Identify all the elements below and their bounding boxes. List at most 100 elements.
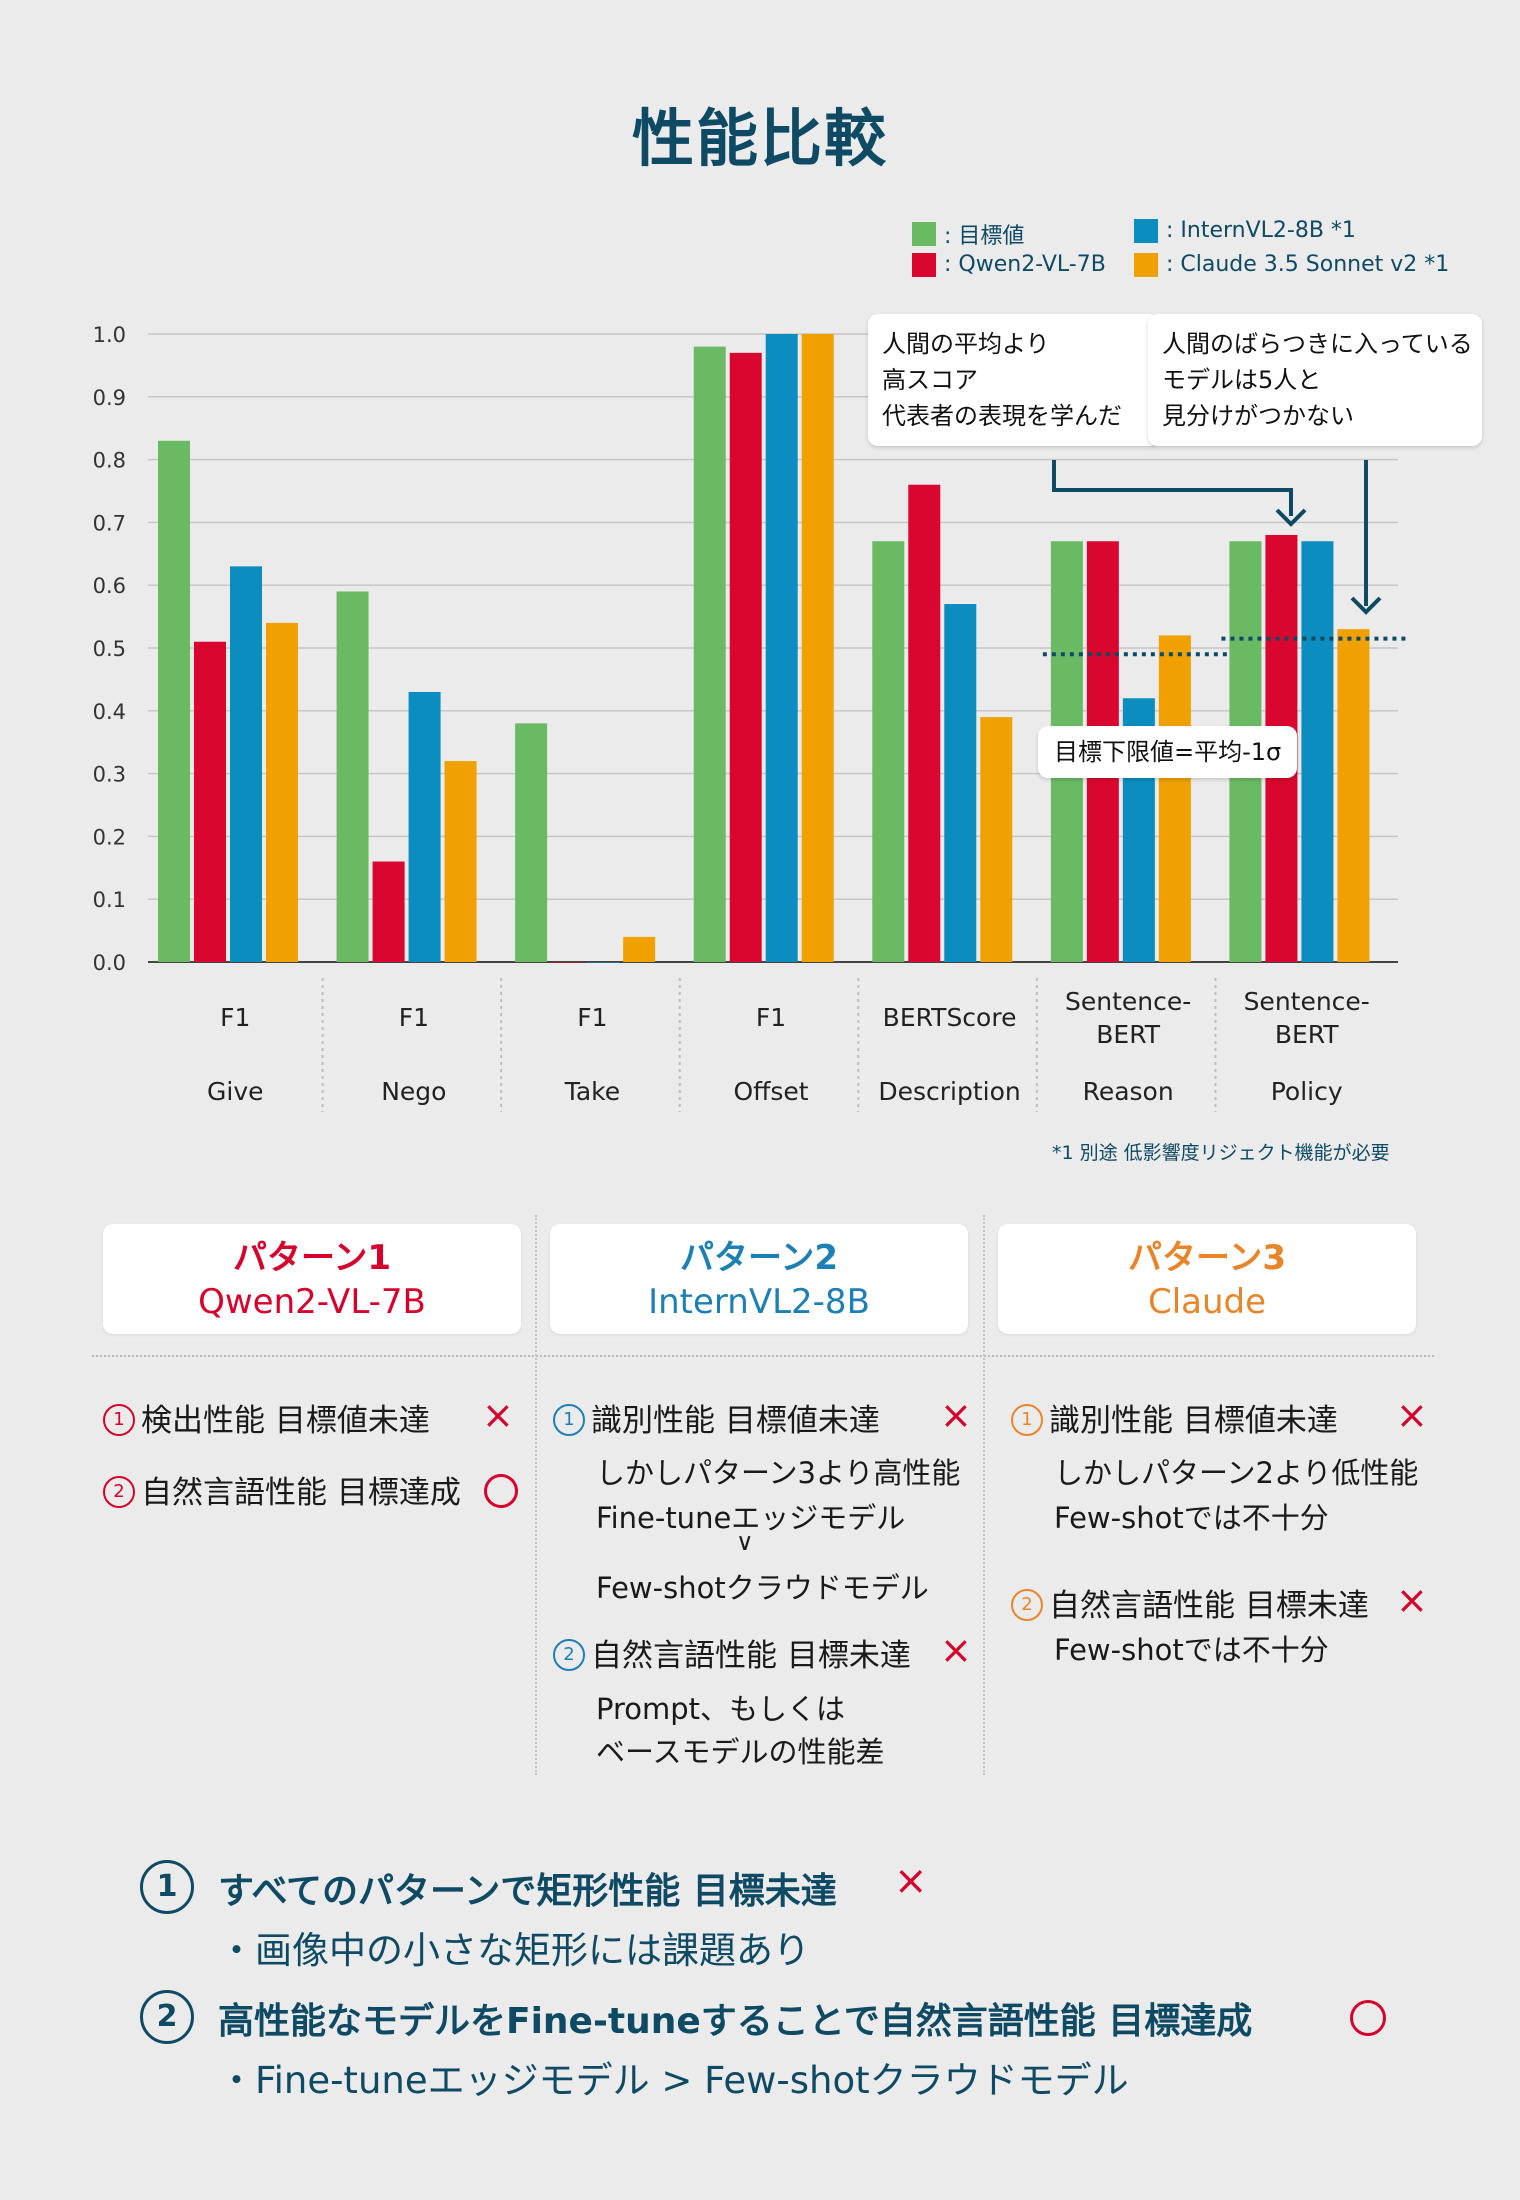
p2-item2-sub1: Prompt、もしくは <box>596 1692 846 1726</box>
y-tick-label: 0.7 <box>93 511 126 535</box>
threshold-label-text: 目標下限値=平均-1σ <box>1054 738 1282 766</box>
bar-nego-0 <box>336 591 369 962</box>
note2-line2: モデルは5人と <box>1162 366 1322 394</box>
x-tick-metric: Sentence- <box>1244 987 1370 1016</box>
x-tick-category: Nego <box>381 1077 446 1106</box>
y-tick-label: 0.9 <box>93 386 126 410</box>
note1-line1: 人間の平均より <box>882 330 1050 358</box>
summary1-sub: ・画像中の小さな矩形には課題あり <box>218 1929 810 1972</box>
note2-line3: 見分けがつかない <box>1162 402 1354 430</box>
p3-item2-number: 2 <box>1011 1588 1043 1621</box>
legend-swatch-intern <box>1134 218 1158 243</box>
p2-item1-sub2: Fine-tuneエッジモデル <box>596 1501 906 1535</box>
bar-description-1 <box>908 484 941 962</box>
annotation-arrowhead-1 <box>1275 508 1307 527</box>
p3-item2: 2 自然言語性能 目標未達 <box>1011 1580 1369 1625</box>
p2-item2-text: 自然言語性能 目標未達 <box>591 1638 911 1674</box>
legend-item-intern: : InternVL2-8B *1 <box>1134 218 1356 243</box>
legend-item-qwen: : Qwen2-VL-7B <box>912 252 1106 277</box>
legend-swatch-claude <box>1134 252 1158 277</box>
bar-give-0 <box>158 440 190 962</box>
p2-item1-sub4: Few-shotクラウドモデル <box>596 1571 929 1605</box>
pattern-card-1: パターン1 Qwen2-VL-7B <box>103 1224 521 1334</box>
p3-item1-sub1: しかしパターン2より低性能 <box>1054 1456 1419 1490</box>
bar-offset-3 <box>801 334 834 962</box>
p3-item1-number: 1 <box>1011 1403 1043 1436</box>
y-tick-label: 0.8 <box>93 449 126 473</box>
circle-mark-icon <box>1350 2000 1386 2036</box>
pattern3-title: パターン3 <box>1128 1238 1286 1278</box>
pattern3-model: Claude <box>1147 1282 1267 1322</box>
p2-item2-sub2: ベースモデルの性能差 <box>596 1735 885 1769</box>
legend-label-target: : 目標値 <box>944 224 1025 249</box>
x-tick-metric: Sentence- <box>1065 987 1191 1016</box>
y-tick-label: 1.0 <box>93 323 126 347</box>
legend-swatch-qwen <box>912 252 936 277</box>
x-tick-metric: BERTScore <box>883 1003 1017 1032</box>
summary1-heading: すべてのパターンで矩形性能 目標未達 <box>218 1871 837 1912</box>
legend-swatch-target <box>912 222 936 246</box>
bar-reason-3 <box>1158 635 1191 962</box>
bar-description-3 <box>980 717 1013 962</box>
p1-item1-number: 1 <box>103 1403 135 1436</box>
bar-take-3 <box>623 936 656 962</box>
page-title: 性能比較 <box>631 102 888 175</box>
note1-line2: 高スコア <box>882 366 978 394</box>
bar-take-2 <box>587 962 620 963</box>
pattern2-title: パターン2 <box>680 1238 838 1278</box>
cross-mark-icon: × <box>482 1393 514 1437</box>
p1-item2-text: 自然言語性能 目標達成 <box>141 1475 461 1511</box>
cross-mark-icon: × <box>894 1858 928 1904</box>
x-tick-metric: BERT <box>1275 1020 1339 1049</box>
legend-item-target: : 目標値 <box>912 218 1024 250</box>
cross-mark-icon: × <box>940 1393 972 1437</box>
bar-nego-3 <box>444 761 477 962</box>
p3-item1-text: 識別性能 目標値未達 <box>1049 1403 1338 1439</box>
x-tick-category: Give <box>207 1077 264 1106</box>
p2-item1-number: 1 <box>553 1403 585 1436</box>
y-tick-label: 0.6 <box>93 574 126 598</box>
annotation-arrowhead-2 <box>1350 596 1382 615</box>
x-tick-metric: F1 <box>399 1003 429 1032</box>
legend-label-claude: : Claude 3.5 Sonnet v2 *1 <box>1166 252 1450 277</box>
bar-take-0 <box>515 723 548 962</box>
section-divider <box>92 1355 1434 1357</box>
y-tick-label: 0.3 <box>93 763 126 787</box>
column-divider-2 <box>983 1215 985 1775</box>
summary2-number: 2 <box>140 1990 194 2044</box>
x-tick-metric: F1 <box>756 1003 786 1032</box>
cross-mark-icon: × <box>1396 1393 1428 1437</box>
pattern1-title: パターン1 <box>233 1238 391 1278</box>
bar-policy-3 <box>1337 629 1370 962</box>
bar-give-1 <box>194 641 226 962</box>
pattern1-model: Qwen2-VL-7B <box>198 1282 426 1322</box>
bar-offset-2 <box>765 334 798 962</box>
bar-nego-2 <box>408 691 441 962</box>
bar-offset-1 <box>729 352 762 963</box>
x-tick-category: Take <box>564 1077 620 1106</box>
note1-line3: 代表者の表現を学んだ <box>882 402 1122 430</box>
legend-label-qwen: : Qwen2-VL-7B <box>944 252 1106 277</box>
bar-offset-0 <box>693 346 726 962</box>
y-tick-label: 0.1 <box>93 888 126 912</box>
threshold-label: 目標下限値=平均-1σ <box>1038 726 1298 778</box>
x-tick-category: Policy <box>1271 1077 1343 1106</box>
annotation-arrow-line-1 <box>1052 460 1293 516</box>
p3-item2-sub1: Few-shotでは不十分 <box>1054 1633 1329 1667</box>
pattern2-model: InternVL2-8B <box>648 1282 870 1322</box>
greater-than-icon: ∨ <box>736 1528 754 1556</box>
bar-description-2 <box>944 604 977 962</box>
bar-give-2 <box>230 566 262 962</box>
y-tick-label: 0.4 <box>93 700 126 724</box>
bar-chart: 0.0 0.1 0.2 0.3 0.4 0.5 0.6 0.7 0.8 0.9 1.0 F1 Give F… <box>93 323 1410 1112</box>
x-tick-category: Offset <box>733 1077 808 1106</box>
y-tick-label: 0.5 <box>93 637 126 661</box>
p2-item2: 2 自然言語性能 目標未達 <box>553 1630 911 1675</box>
p3-item2-text: 自然言語性能 目標未達 <box>1049 1588 1369 1624</box>
circle-mark-icon <box>484 1474 518 1508</box>
column-divider-1 <box>535 1215 537 1775</box>
summary1-number: 1 <box>140 1860 194 1914</box>
x-tick-metric: F1 <box>577 1003 607 1032</box>
cross-mark-icon: × <box>940 1628 972 1672</box>
y-tick-label: 0.0 <box>93 951 126 975</box>
